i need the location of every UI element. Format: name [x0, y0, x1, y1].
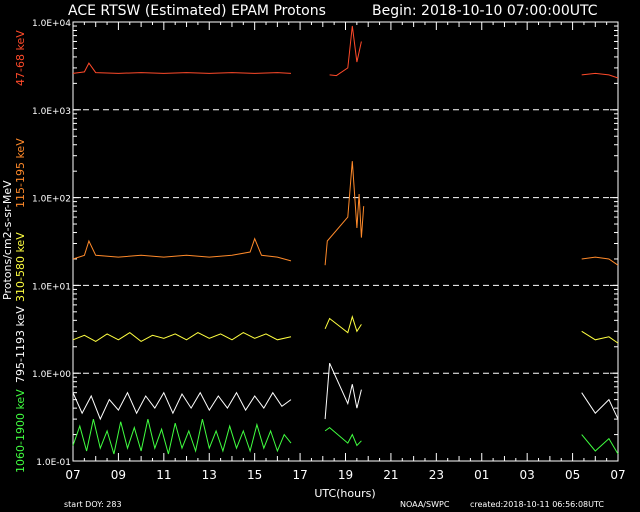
y-tick-label: 1.0E-01 [36, 458, 71, 468]
created-time: created:2018-10-11 06:56:08UTC [470, 500, 604, 509]
x-axis-label: UTC(hours) [314, 487, 375, 500]
legend-entry: 47-68 keV [14, 30, 27, 86]
x-tick-label: 01 [474, 468, 489, 482]
x-tick-label: 03 [520, 468, 535, 482]
y-tick-label: 1.0E+04 [32, 19, 71, 29]
chart-title: ACE RTSW (Estimated) EPAM Protons [68, 3, 326, 19]
legend-entry: 115-195 keV [14, 138, 27, 208]
x-tick-label: 11 [156, 468, 171, 482]
series-line-0 [72, 62, 292, 74]
x-tick-label: 13 [202, 468, 217, 482]
y-tick-label: 1.0E+01 [32, 282, 71, 292]
plot-frame [72, 21, 619, 462]
legend-entry: 795-1193 keV [14, 306, 27, 383]
x-tick-label: 05 [565, 468, 580, 482]
series-line-2 [72, 331, 292, 342]
series-line-0 [581, 72, 619, 79]
y-axis-ticks: 1.0E-01 1.0E+00 1.0E+01 1.0E+02 1.0E+03 1.0E+… [32, 19, 618, 468]
y-axis-label: Protons/cm2-s-sr-MeV [1, 180, 14, 300]
x-axis-ticks: 07 09 11 13 15 17 19 21 23 01 03 05 07 [65, 22, 626, 482]
y-tick-label: 1.0E+02 [32, 195, 71, 205]
legend: 47-68 keV 115-195 keV 310-580 keV 795-1193 … [14, 30, 27, 473]
x-tick-label: 23 [429, 468, 444, 482]
series-line-1 [72, 237, 292, 262]
data-source: NOAA/SWPC [400, 500, 450, 509]
x-tick-label: 21 [383, 468, 398, 482]
series-line-1 [324, 161, 365, 266]
begin-time: Begin: 2018-10-10 07:00:00UTC [372, 3, 598, 19]
series-line-1 [581, 256, 619, 266]
y-tick-label: 1.0E+03 [32, 107, 71, 117]
data-series [72, 25, 619, 455]
series-line-2 [324, 314, 362, 334]
series-line-4 [72, 418, 292, 455]
gridlines [73, 109, 618, 374]
series-line-3 [72, 391, 292, 421]
series-line-0 [329, 25, 362, 77]
series-line-4 [324, 426, 362, 447]
x-tick-label: 07 [65, 468, 80, 482]
x-tick-label: 09 [111, 468, 126, 482]
series-line-4 [581, 434, 619, 455]
start-doy: start DOY: 283 [64, 500, 122, 509]
x-tick-label: 19 [338, 468, 353, 482]
series-line-2 [581, 330, 619, 344]
x-tick-label: 17 [292, 468, 307, 482]
legend-entry: 310-580 keV [14, 232, 27, 302]
x-tick-label: 07 [610, 468, 625, 482]
series-line-3 [324, 362, 362, 420]
x-tick-label: 15 [247, 468, 262, 482]
legend-entry: 1060-1900 keV [14, 389, 27, 473]
series-line-3 [581, 392, 619, 420]
y-tick-label: 1.0E+00 [32, 370, 71, 380]
